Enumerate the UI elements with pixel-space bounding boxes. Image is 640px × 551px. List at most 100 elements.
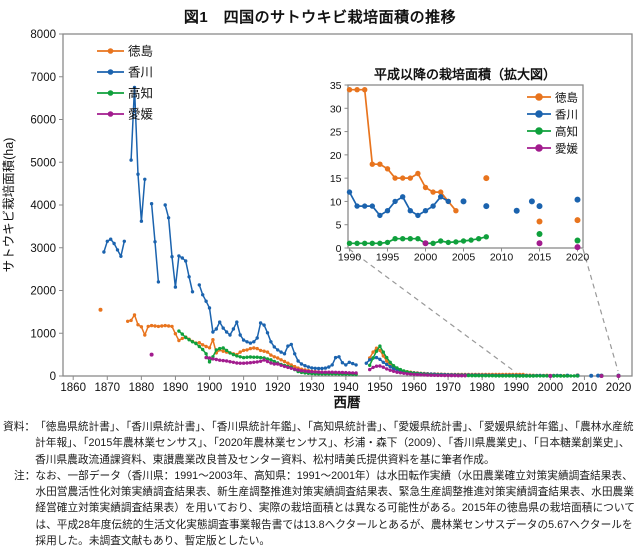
main-data-point-ehime: [333, 370, 338, 374]
main-data-point-kagawa: [313, 366, 317, 370]
main-data-point-kagawa: [344, 363, 348, 367]
inset-data-point-kochi: [574, 237, 581, 244]
inset-data-point-kagawa: [536, 203, 543, 210]
main-data-point-kochi: [507, 374, 512, 378]
main-data-point-kochi: [231, 352, 236, 357]
main-data-point-kagawa: [340, 361, 345, 365]
inset-y-tick-label: 10: [330, 196, 342, 208]
main-x-tick-label: 1930: [299, 382, 325, 394]
main-y-tick-label: 8000: [30, 29, 56, 41]
zoom-connector-line: [348, 248, 515, 372]
main-legend-label-ehime: 愛媛: [128, 108, 154, 122]
main-data-point-kochi: [477, 374, 481, 378]
main-plot-border: [62, 33, 633, 377]
main-data-point-ehime: [432, 373, 437, 377]
main-data-point-ehime: [371, 365, 375, 370]
main-data-point-ehime: [286, 365, 290, 370]
main-data-point-kochi: [255, 355, 259, 359]
main-data-point-kagawa: [204, 299, 208, 303]
main-legend-marker-ehime: [107, 111, 114, 117]
main-data-point-ehime: [395, 370, 399, 374]
inset-data-point-kochi: [407, 236, 413, 242]
main-data-point-kagawa: [351, 361, 355, 366]
main-data-point-ehime: [272, 362, 276, 366]
inset-x-tick-label: 2015: [528, 252, 552, 264]
main-data-point-kagawa: [112, 241, 116, 246]
main-data-point-ehime: [224, 359, 229, 363]
main-data-point-tokushima: [293, 364, 297, 369]
main-data-point-kochi: [483, 374, 488, 378]
main-data-point-kagawa: [228, 333, 232, 337]
main-data-point-ehime: [276, 362, 280, 366]
main-data-point-kochi: [224, 348, 229, 353]
main-data-point-kochi: [528, 374, 532, 378]
main-data-point-ehime: [245, 361, 249, 365]
inset-x-tick-label: 1995: [376, 252, 400, 264]
inset-x-tick-label: 2000: [414, 252, 438, 264]
main-data-point-ehime: [306, 369, 311, 374]
inset-data-point-kagawa: [407, 208, 413, 214]
main-data-point-kochi: [381, 350, 385, 354]
main-data-point-tokushima: [132, 313, 137, 317]
figure-title: 図1 四国のサトウキビ栽培面積の推移: [183, 9, 457, 26]
main-data-point-tokushima: [258, 348, 263, 353]
x-axis-title: 西暦: [334, 395, 361, 410]
main-data-point-tokushima: [286, 361, 290, 365]
main-data-point-ehime: [463, 374, 467, 378]
main-data-point-kochi: [398, 367, 403, 372]
inset-data-point-ehime: [422, 240, 429, 247]
main-data-point-kagawa: [296, 359, 300, 363]
main-data-point-kochi: [402, 369, 406, 373]
main-data-point-ehime: [149, 352, 154, 357]
main-data-point-kochi: [545, 374, 549, 378]
main-data-point-tokushima: [276, 356, 280, 360]
main-data-point-tokushima: [385, 359, 389, 363]
main-x-tick-label: 1990: [503, 382, 529, 394]
inset-data-point-ehime: [536, 240, 543, 247]
sugarcane-area-chart: サトウキビ栽培面積(ha) 西暦 平成以降の栽培面積（拡大図） 1860 1870…: [1, 29, 633, 410]
inset-plot-border: [347, 84, 584, 249]
inset-data-point-kagawa: [574, 196, 581, 203]
main-data-point-kagawa: [122, 239, 127, 243]
main-data-point-ehime: [443, 373, 447, 378]
main-data-point-ehime: [330, 370, 334, 374]
main-data-point-kochi: [473, 374, 478, 378]
inset-data-point-kochi: [453, 239, 459, 245]
main-data-point-kagawa: [333, 355, 338, 360]
main-data-point-tokushima: [160, 324, 164, 328]
main-data-point-kagawa: [368, 358, 372, 362]
main-data-point-tokushima: [211, 338, 215, 342]
main-data-point-ehime: [408, 372, 413, 376]
footnotes: 資料： 「徳島県統計書」、「香川県統計書」、「香川県統計年鑑」、「高知県統計書」…: [3, 419, 638, 549]
main-data-point-kagawa: [378, 357, 382, 361]
main-data-point-tokushima: [381, 354, 385, 358]
main-data-point-tokushima: [129, 318, 133, 323]
main-y-tick-label: 2000: [30, 286, 56, 298]
main-data-point-tokushima: [149, 323, 154, 328]
main-x-tick-label: 2000: [538, 382, 564, 394]
main-x-tick-label: 1900: [197, 382, 223, 394]
inset-y-tick-label: 35: [330, 80, 342, 92]
main-data-point-kagawa: [391, 367, 396, 371]
main-data-point-kochi: [190, 340, 195, 344]
main-data-point-tokushima: [252, 346, 256, 350]
main-data-point-ehime: [340, 370, 345, 375]
main-data-point-kochi: [470, 374, 474, 378]
main-data-point-kagawa: [347, 360, 351, 364]
main-data-point-kagawa: [224, 330, 229, 334]
inset-data-point-kagawa: [513, 207, 520, 214]
main-data-point-kagawa: [109, 237, 113, 241]
main-data-point-kochi: [575, 374, 580, 378]
main-data-point-kagawa: [241, 338, 246, 342]
main-data-point-kagawa: [276, 348, 280, 352]
inset-data-point-kagawa: [392, 198, 398, 205]
inset-y-tick-label: 15: [330, 173, 342, 185]
main-data-point-ehime: [207, 356, 212, 360]
inset-data-point-kagawa: [445, 198, 451, 205]
main-data-point-ehime: [402, 371, 406, 375]
main-data-point-ehime: [316, 370, 321, 374]
main-data-point-kagawa: [177, 254, 181, 258]
main-data-point-ehime: [327, 370, 331, 374]
main-data-point-ehime: [293, 367, 297, 371]
main-series-line-tokushima: [127, 314, 357, 375]
